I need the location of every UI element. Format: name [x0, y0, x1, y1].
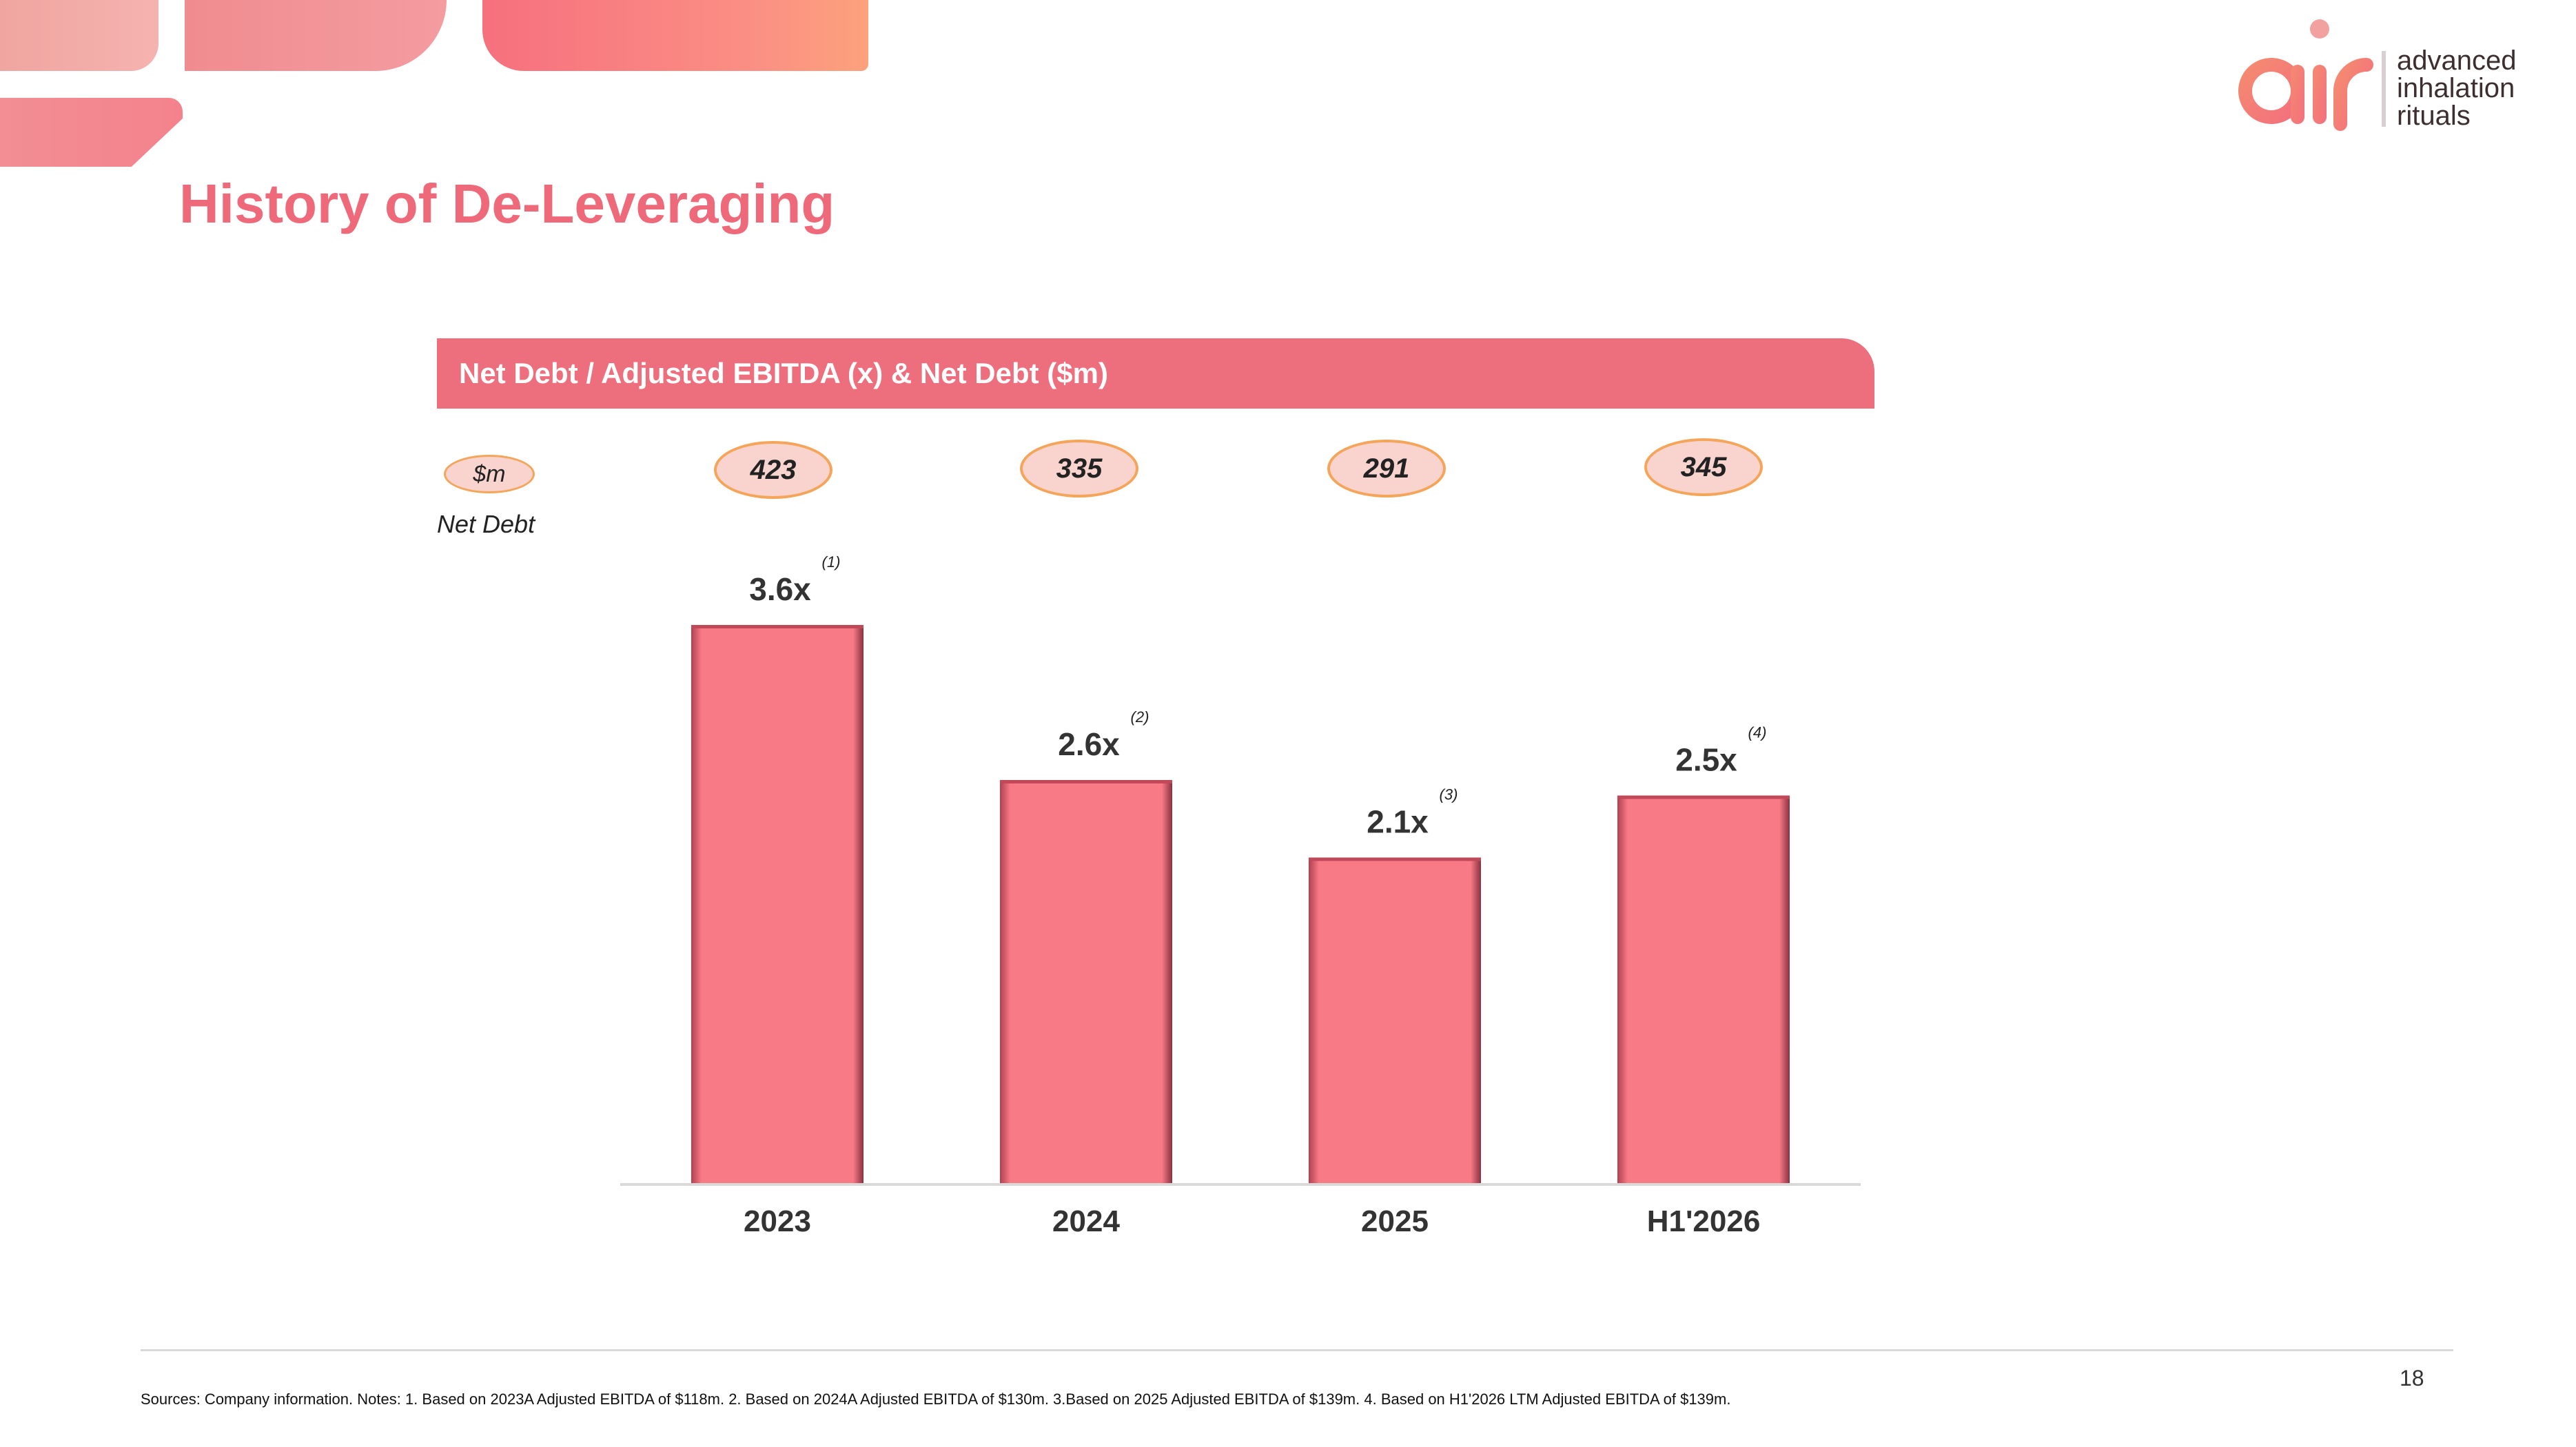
- bar: [691, 625, 863, 1183]
- logo-text-line: advanced: [2397, 45, 2517, 76]
- net-debt-pill: 423: [714, 441, 832, 499]
- x-tick-label: H1'2026: [1647, 1204, 1761, 1238]
- footer-divider: [141, 1349, 2453, 1351]
- net-debt-pill: 345: [1644, 438, 1763, 496]
- data-label: 2.1x: [1367, 804, 1429, 840]
- footnote-marker: (3): [1440, 786, 1458, 803]
- x-tick-label: 2025: [1361, 1204, 1429, 1238]
- bar: [1309, 857, 1481, 1183]
- logo-text-line: inhalation: [2397, 73, 2515, 103]
- bar: [1617, 795, 1790, 1183]
- logo-text-line: rituals: [2397, 101, 2471, 131]
- x-tick-label: 2023: [744, 1204, 811, 1238]
- footnote-marker: (4): [1748, 724, 1767, 741]
- net-debt-pill: 335: [1020, 440, 1138, 497]
- footnote-marker: (2): [1131, 708, 1149, 726]
- net-debt-pill: 291: [1327, 440, 1446, 497]
- data-label: 2.6x: [1058, 726, 1120, 762]
- air-logo-icon: [2238, 19, 2386, 131]
- chart-panel-title: Net Debt / Adjusted EBITDA (x) & Net Deb…: [459, 357, 1108, 389]
- bar-top-edge: [1000, 780, 1172, 783]
- footnote-marker: (1): [822, 553, 841, 571]
- bar: [1000, 780, 1172, 1183]
- chart-panel-header: Net Debt / Adjusted EBITDA (x) & Net Deb…: [437, 338, 1874, 409]
- data-label: 2.5x: [1675, 742, 1737, 778]
- sources-footnote: Sources: Company information. Notes: 1. …: [141, 1390, 1731, 1408]
- unit-pill: $m: [444, 455, 535, 493]
- net-debt-label: Net Debt: [437, 510, 535, 538]
- header-decoration-shape: [0, 0, 159, 71]
- bar-top-edge: [1617, 795, 1790, 799]
- bar-top-edge: [691, 625, 863, 628]
- header-decoration-shape: [185, 0, 447, 71]
- header-decoration-shape: [482, 0, 868, 71]
- page-title: History of De-Leveraging: [179, 173, 835, 234]
- page-number: 18: [2400, 1366, 2424, 1390]
- bar-top-edge: [1309, 857, 1481, 861]
- x-tick-label: 2024: [1052, 1204, 1120, 1238]
- logo-text: advanced inhalation rituals: [2397, 47, 2516, 130]
- data-label: 3.6x: [749, 571, 811, 607]
